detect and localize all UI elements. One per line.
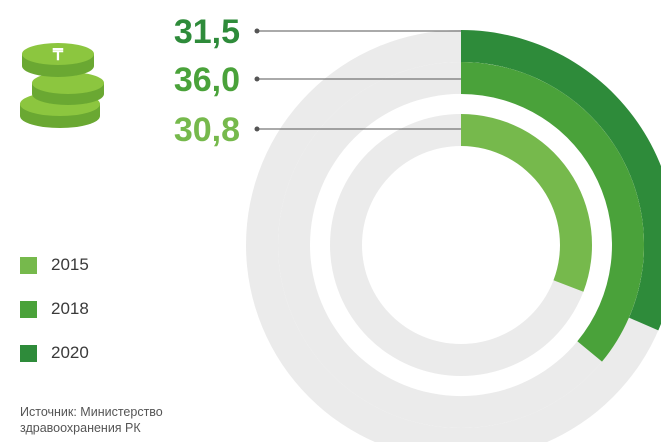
leader-dot-2020 bbox=[254, 28, 260, 34]
legend-item-2015: 2015 bbox=[20, 254, 89, 276]
legend-item-2020: 2020 bbox=[20, 342, 89, 364]
legend-item-2018: 2018 bbox=[20, 298, 89, 320]
source-note: Источник: Министерство здравоохранения Р… bbox=[20, 404, 163, 436]
legend-swatch-2020 bbox=[20, 344, 37, 362]
legend-label-2015: 2015 bbox=[51, 255, 89, 274]
leader-dot-2015 bbox=[254, 126, 260, 132]
value-label-2015: 30,8 bbox=[174, 111, 240, 149]
ring-arc-2020 bbox=[461, 30, 661, 331]
legend-swatch-2018 bbox=[20, 300, 37, 318]
legend-label-2020: 2020 bbox=[51, 343, 89, 362]
value-label-2020: 31,5 bbox=[174, 13, 240, 51]
source-line-1: Источник: Министерство bbox=[20, 405, 163, 419]
legend-swatch-2015 bbox=[20, 256, 37, 274]
stacked-coins-tenge-icon: ₸ bbox=[20, 43, 104, 128]
legend-label-2018: 2018 bbox=[51, 299, 89, 318]
ring-arc-2018 bbox=[461, 62, 644, 362]
legend: 2015 2018 2020 bbox=[20, 254, 89, 386]
leader-dot-2018 bbox=[254, 76, 260, 82]
source-line-2: здравоохранения РК bbox=[20, 421, 141, 435]
ring-arc-2015 bbox=[461, 114, 592, 292]
svg-text:₸: ₸ bbox=[52, 47, 64, 64]
value-label-2018: 36,0 bbox=[174, 61, 240, 99]
